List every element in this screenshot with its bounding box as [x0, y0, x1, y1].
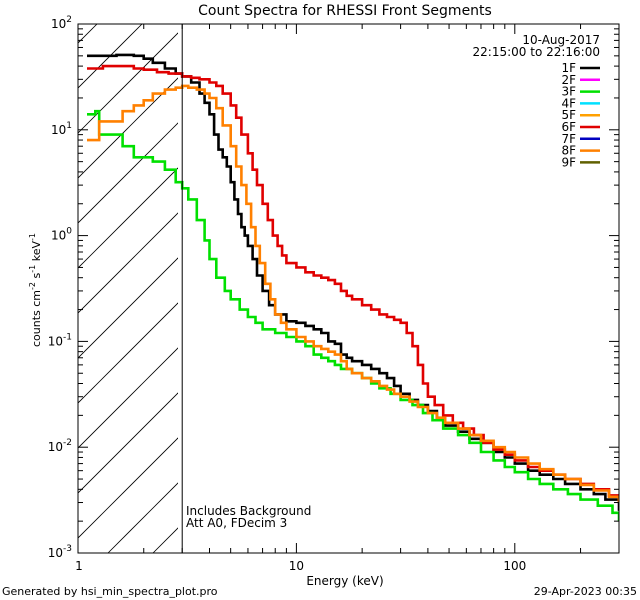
- hatch-line: [78, 212, 178, 314]
- hatch-line: [78, 257, 178, 359]
- footer-generated-by: Generated by hsi_min_spectra_plot.pro: [2, 585, 218, 598]
- x-tick-label-min: 1: [75, 559, 83, 573]
- legend-label-5F: 5F: [561, 108, 576, 122]
- hatch-line: [78, 347, 178, 449]
- hatch-line: [78, 24, 98, 44]
- legend-label-1F: 1F: [561, 61, 576, 75]
- hatch-line: [78, 167, 178, 269]
- hatch-line: [78, 32, 178, 134]
- series-3F: [87, 109, 619, 522]
- series-layer: [87, 53, 619, 522]
- legend-label-9F: 9F: [561, 155, 576, 169]
- y-tick-labels: 102 101 100 10-1 10-2 10-3: [48, 15, 73, 560]
- y-tick-label: 10-2: [48, 438, 72, 454]
- y-tick-label: 100: [51, 227, 72, 243]
- axis-ticks: [77, 23, 620, 554]
- hatch-line: [78, 122, 178, 224]
- legend-time-range: 22:15:00 to 22:16:00: [473, 45, 600, 59]
- y-tick-label: 102: [51, 15, 72, 31]
- hatch-line: [78, 392, 178, 494]
- legend-label-6F: 6F: [561, 120, 576, 134]
- legend-label-7F: 7F: [561, 132, 576, 146]
- plot-frame: [77, 23, 620, 554]
- legend-label-4F: 4F: [561, 96, 576, 110]
- hatch-line: [78, 24, 143, 89]
- y-tick-label: 10-1: [48, 332, 72, 348]
- x-tick-label: 100: [503, 559, 526, 573]
- hatch-line: [0, 0, 123, 553]
- annotation-attenuator: Att A0, FDecim 3: [186, 516, 287, 530]
- y-tick-label: 10-3: [48, 544, 72, 560]
- legend-label-8F: 8F: [561, 144, 576, 158]
- series-8F: [87, 84, 619, 503]
- hatch-line: [78, 437, 178, 539]
- footer-timestamp: 29-Apr-2023 00:35: [534, 585, 637, 598]
- y-axis-label: counts cm-2 s-1 keV-1: [28, 233, 43, 347]
- x-tick-labels: 10 100: [289, 559, 526, 573]
- x-tick-label: 10: [289, 559, 304, 573]
- legend-label-2F: 2F: [561, 73, 576, 87]
- chart-title: Count Spectra for RHESSI Front Segments: [198, 3, 492, 19]
- hatch-line: [107, 482, 178, 553]
- hatch-line: [243, 0, 640, 553]
- legend-date: 10-Aug-2017: [522, 33, 600, 47]
- y-tick-label: 101: [51, 121, 72, 137]
- attenuator-hatch: [0, 0, 640, 553]
- series-6F: [87, 64, 619, 503]
- x-axis-label: Energy (keV): [306, 574, 383, 588]
- series-1F: [87, 53, 619, 511]
- annotation-background: Includes Background: [186, 504, 311, 518]
- legend-label-3F: 3F: [561, 85, 576, 99]
